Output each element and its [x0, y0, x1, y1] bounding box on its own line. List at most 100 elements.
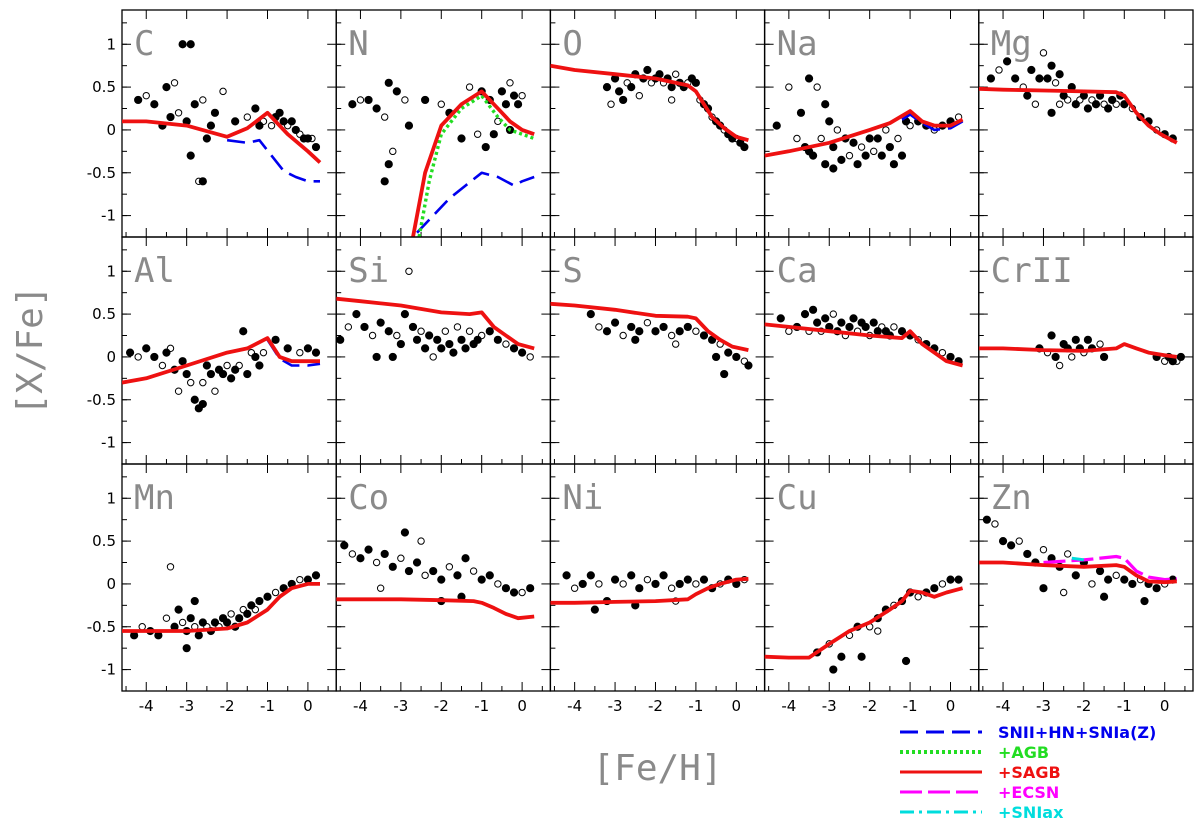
observation-point: [865, 134, 874, 143]
observation-point: [1043, 74, 1052, 83]
observation-point: [485, 571, 494, 580]
observation-point: [1064, 550, 1072, 558]
observation-point: [732, 352, 741, 362]
legend-label: +SNIax: [998, 803, 1064, 822]
observation-point: [619, 331, 627, 340]
observation-point: [501, 100, 511, 109]
observation-point: [954, 575, 963, 584]
observation-point: [497, 87, 507, 96]
observation-point: [206, 121, 216, 130]
observation-point: [1091, 100, 1101, 109]
observation-point: [190, 395, 199, 404]
observation-point: [372, 352, 381, 362]
observation-point: [643, 575, 652, 584]
observation-point: [1071, 571, 1080, 580]
observation-point: [1152, 584, 1161, 593]
observation-point: [744, 361, 753, 370]
observation-point: [356, 554, 365, 563]
observation-point: [453, 571, 462, 580]
observation-point: [222, 618, 232, 627]
observation-point: [210, 618, 220, 627]
observation-point: [445, 563, 454, 571]
observation-point: [667, 82, 676, 92]
observation-point: [853, 160, 862, 169]
observation-point: [372, 104, 381, 113]
observation-point: [1051, 79, 1060, 87]
observation-point: [659, 322, 668, 332]
observation-point: [421, 571, 429, 580]
observation-point: [501, 584, 511, 593]
observation-point: [259, 348, 268, 357]
observation-point: [671, 340, 680, 348]
element-label: Ca: [777, 251, 818, 291]
observation-point: [813, 83, 821, 91]
x-tick-label: -1: [1117, 697, 1132, 715]
observation-point: [433, 335, 442, 344]
x-tick-label: 0: [1160, 697, 1170, 715]
observation-point: [930, 584, 939, 593]
observation-point: [388, 352, 397, 362]
observation-point: [388, 562, 397, 571]
model-line-sniax: [1071, 556, 1085, 562]
y-tick-label: -1: [101, 661, 116, 679]
element-label: Mg: [991, 24, 1032, 64]
observation-point: [150, 352, 159, 362]
observation-point: [720, 369, 729, 379]
legend-label: +SAGB: [998, 763, 1061, 782]
observation-point: [1096, 340, 1104, 348]
y-tick-label: 0: [106, 348, 116, 366]
observation-point: [901, 656, 911, 666]
observation-point: [692, 327, 700, 335]
x-tick-label: -3: [822, 697, 837, 715]
observation-point: [1007, 541, 1016, 550]
observation-point: [849, 314, 858, 323]
observation-point: [699, 575, 709, 584]
observation-point: [938, 580, 947, 588]
observation-point: [429, 566, 438, 576]
element-label: Si: [348, 251, 389, 291]
model-line-sagb: [122, 582, 320, 633]
observation-point: [311, 348, 321, 357]
observation-point: [643, 318, 652, 327]
model-line-sagb: [336, 296, 535, 351]
observation-point: [1035, 74, 1044, 83]
panel-cu: -4 -3 -2 -1 0 Cu: [763, 463, 980, 715]
observation-point: [372, 558, 381, 567]
x-tick-label: -1: [260, 697, 275, 715]
observation-point: [712, 352, 721, 362]
observation-point: [873, 327, 882, 336]
observation-point: [1055, 361, 1064, 370]
observation-point: [785, 83, 793, 91]
observation-point: [296, 348, 304, 357]
observation-point: [202, 361, 211, 370]
x-tick-label: -4: [353, 697, 368, 715]
observation-point: [243, 113, 251, 121]
observation-point: [804, 74, 814, 83]
model-line-sagb: [550, 301, 749, 352]
observation-point: [526, 353, 534, 361]
observation-point: [610, 575, 620, 584]
observation-point: [635, 91, 644, 100]
panel-al: -1 -0.5 0 0.5 1 Al: [87, 236, 337, 465]
observation-point: [405, 267, 413, 275]
model-line-sagb: [122, 110, 322, 164]
observation-point: [461, 554, 470, 563]
observation-point: [829, 142, 838, 152]
observation-point: [202, 134, 211, 143]
model-line-sagb: [411, 89, 535, 237]
observation-point: [296, 130, 304, 138]
observation-point: [627, 82, 636, 92]
legend-label: +AGB: [998, 743, 1049, 762]
observation-point: [138, 623, 146, 631]
panel-mg: Mg: [978, 9, 1194, 238]
model-line-sagb: [550, 63, 749, 143]
observation-point: [562, 571, 571, 580]
observation-point: [429, 353, 437, 361]
x-tick-label: 0: [303, 697, 313, 715]
observation-point: [1104, 104, 1113, 113]
observation-point: [509, 344, 519, 353]
panel-data: [550, 63, 749, 152]
observation-point: [595, 580, 603, 588]
observation-point: [1039, 49, 1048, 57]
element-label: CrII: [991, 251, 1073, 291]
